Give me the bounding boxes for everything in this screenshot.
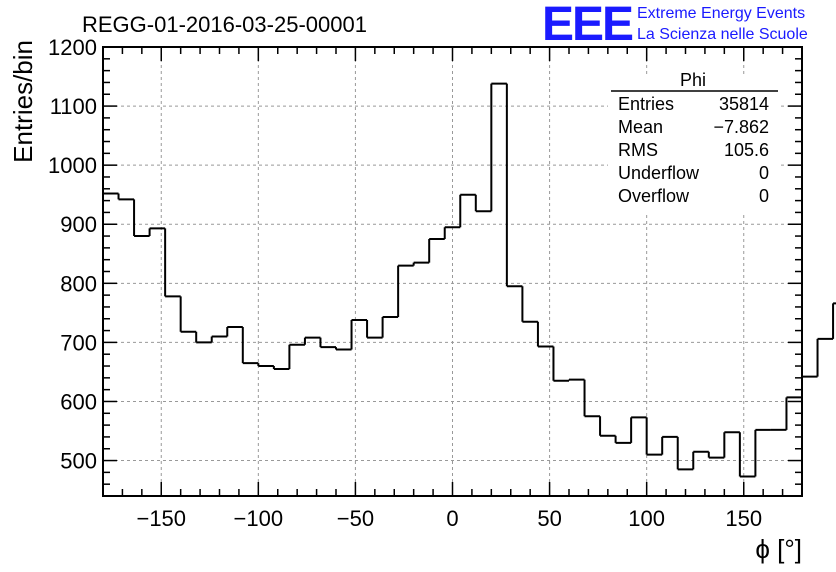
x-tick-label: 0 — [446, 506, 458, 531]
histogram-bin — [552, 346, 569, 382]
x-tick-label: −150 — [136, 506, 186, 531]
stats-value-entries: 35814 — [719, 94, 769, 114]
histogram-bin — [676, 436, 694, 471]
histogram-bin — [133, 199, 150, 238]
grid-lines — [103, 47, 802, 496]
stats-box: Phi Entries 35814 Mean −7.862 RMS 105.6 … — [608, 70, 778, 212]
stats-label-mean: Mean — [618, 117, 663, 137]
y-tick-label: 800 — [60, 271, 97, 296]
histogram-bin — [459, 193, 476, 228]
histogram-bin — [272, 366, 290, 370]
histogram-bin — [226, 326, 243, 337]
histogram-bin — [179, 296, 197, 333]
histogram-bin — [816, 337, 834, 377]
histogram-bin — [645, 417, 663, 456]
histogram-bin — [412, 261, 430, 266]
histogram-bin — [474, 194, 492, 213]
x-tick-label: 150 — [725, 506, 762, 531]
histogram-bin — [148, 227, 166, 237]
histogram-bin — [117, 193, 135, 201]
histogram-bin — [521, 286, 538, 323]
histogram-bin — [257, 363, 274, 368]
eee-logo-line1: Extreme Energy Events — [637, 5, 805, 22]
histogram-bin — [397, 264, 414, 317]
chart-title: REGG-01-2016-03-25-00001 — [82, 12, 367, 37]
histogram-bin — [303, 336, 321, 345]
eee-logo-mark: EEE — [542, 0, 633, 51]
histogram-bin — [568, 378, 585, 381]
eee-logo-line2: La Scienza nelle Scuole — [637, 26, 808, 43]
y-tick-label: 1200 — [48, 35, 97, 60]
histogram-bin — [599, 416, 616, 437]
histogram-bin — [350, 318, 368, 350]
histogram-bin — [210, 335, 228, 343]
histogram-bin — [723, 431, 740, 458]
y-tick-label: 900 — [60, 212, 97, 237]
stats-box-background — [608, 74, 778, 212]
histogram-bin — [241, 327, 259, 365]
histogram-bin — [288, 343, 305, 369]
stats-label-overflow: Overflow — [618, 186, 690, 206]
histogram-bin — [738, 432, 756, 478]
histogram-bin — [583, 379, 601, 418]
histogram-bin — [490, 82, 507, 212]
histogram-bin — [707, 451, 725, 459]
histogram-bin — [614, 435, 632, 444]
histogram-bin — [505, 83, 523, 288]
histogram-bin — [428, 238, 445, 263]
stats-value-overflow: 0 — [759, 186, 769, 206]
histogram-series — [103, 82, 836, 478]
x-tick-label: 100 — [628, 506, 665, 531]
y-axis-title: Entries/bin — [8, 40, 38, 163]
stats-label-underflow: Underflow — [618, 163, 700, 183]
histogram-bin — [381, 315, 399, 338]
histogram-bin — [630, 416, 647, 443]
stats-label-rms: RMS — [618, 140, 658, 160]
histogram-bin — [319, 337, 336, 349]
x-axis-title: ϕ [°] — [755, 534, 802, 564]
stats-value-underflow: 0 — [759, 163, 769, 183]
eee-logo: EEE Extreme Energy Events La Scienza nel… — [542, 0, 808, 51]
x-tick-label: 50 — [537, 506, 561, 531]
histogram-bin — [443, 226, 461, 240]
stats-value-rms: 105.6 — [724, 140, 769, 160]
histogram-bin — [536, 321, 554, 348]
histogram-bin — [785, 396, 802, 430]
histogram-bin — [661, 435, 678, 455]
y-tick-label: 500 — [60, 449, 97, 474]
stats-label-entries: Entries — [618, 94, 674, 114]
y-tick-label: 700 — [60, 330, 97, 355]
stats-value-mean: −7.862 — [713, 117, 769, 137]
y-tick-label: 1100 — [50, 94, 97, 119]
x-tick-label: −100 — [234, 506, 284, 531]
histogram-bin — [692, 450, 709, 470]
histogram-bin — [335, 347, 352, 351]
histogram-bin — [195, 331, 212, 344]
histogram-bin — [164, 228, 181, 298]
stats-box-title: Phi — [680, 70, 706, 90]
histogram-bin — [366, 319, 383, 339]
histogram-bin — [754, 428, 771, 477]
y-tick-label: 600 — [60, 389, 97, 414]
x-tick-label: −50 — [337, 506, 374, 531]
y-tick-label: 1000 — [48, 153, 97, 178]
axes: −150 −100 −50 0 50 100 150 500 600 700 800 900 1000 1… — [48, 35, 803, 531]
